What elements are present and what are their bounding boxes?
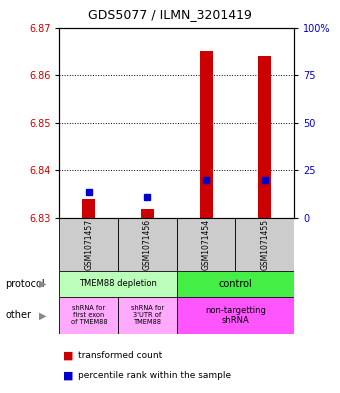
Bar bbox=[177, 297, 294, 334]
Text: GSM1071457: GSM1071457 bbox=[84, 219, 93, 270]
Text: ▶: ▶ bbox=[39, 279, 46, 289]
Text: percentile rank within the sample: percentile rank within the sample bbox=[78, 371, 231, 380]
Text: shRNA for
first exon
of TMEM88: shRNA for first exon of TMEM88 bbox=[70, 305, 107, 325]
Bar bbox=[177, 218, 235, 271]
Text: shRNA for
3'UTR of
TMEM88: shRNA for 3'UTR of TMEM88 bbox=[131, 305, 164, 325]
Bar bbox=[82, 199, 95, 218]
Text: control: control bbox=[219, 279, 252, 289]
Text: GSM1071456: GSM1071456 bbox=[143, 219, 152, 270]
Bar bbox=[235, 218, 294, 271]
Bar bbox=[59, 271, 177, 297]
Bar bbox=[141, 209, 154, 218]
Bar bbox=[258, 56, 271, 218]
Text: TMEM88 depletion: TMEM88 depletion bbox=[79, 279, 157, 288]
Text: protocol: protocol bbox=[5, 279, 45, 289]
Text: other: other bbox=[5, 310, 31, 320]
Text: GSM1071454: GSM1071454 bbox=[202, 219, 210, 270]
Text: GDS5077 / ILMN_3201419: GDS5077 / ILMN_3201419 bbox=[88, 8, 252, 21]
Bar bbox=[118, 297, 177, 334]
Bar bbox=[200, 51, 212, 218]
Bar bbox=[118, 218, 177, 271]
Bar bbox=[59, 218, 118, 271]
Text: transformed count: transformed count bbox=[78, 351, 163, 360]
Text: ■: ■ bbox=[63, 351, 73, 361]
Text: non-targetting
shRNA: non-targetting shRNA bbox=[205, 306, 266, 325]
Text: ▶: ▶ bbox=[39, 310, 46, 320]
Text: GSM1071455: GSM1071455 bbox=[260, 219, 269, 270]
Bar bbox=[177, 271, 294, 297]
Bar bbox=[59, 297, 118, 334]
Text: ■: ■ bbox=[63, 370, 73, 380]
